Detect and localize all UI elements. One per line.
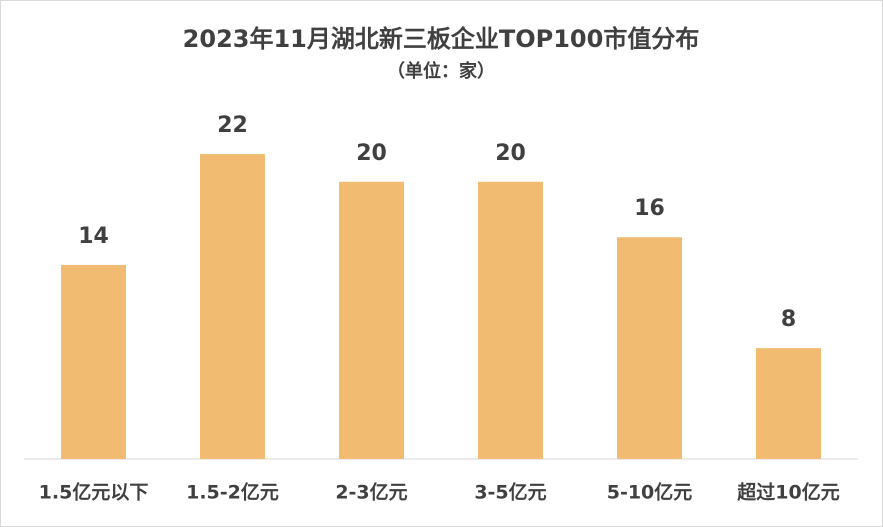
x-tick-label: 超过10亿元 (736, 481, 839, 504)
value-label: 20 (495, 141, 526, 166)
bar (339, 181, 404, 460)
chart-title: 2023年11月湖北新三板企业TOP100市值分布 (183, 25, 700, 53)
value-label: 22 (217, 113, 248, 138)
x-tick-label: 1.5亿元以下 (39, 481, 149, 504)
value-label: 20 (356, 141, 387, 166)
bar (617, 237, 682, 459)
chart-subtitle: （单位：家） (387, 60, 495, 82)
bar (478, 181, 543, 460)
value-label: 8 (781, 307, 796, 332)
value-label: 16 (634, 196, 665, 221)
x-tick-label: 3-5亿元 (474, 481, 546, 504)
bar (61, 264, 126, 459)
value-label: 14 (78, 224, 109, 249)
x-tick-label: 1.5-2亿元 (186, 481, 279, 504)
bar (200, 154, 265, 459)
bar (756, 348, 821, 459)
x-tick-label: 5-10亿元 (607, 481, 693, 504)
x-tick-label: 2-3亿元 (335, 481, 407, 504)
